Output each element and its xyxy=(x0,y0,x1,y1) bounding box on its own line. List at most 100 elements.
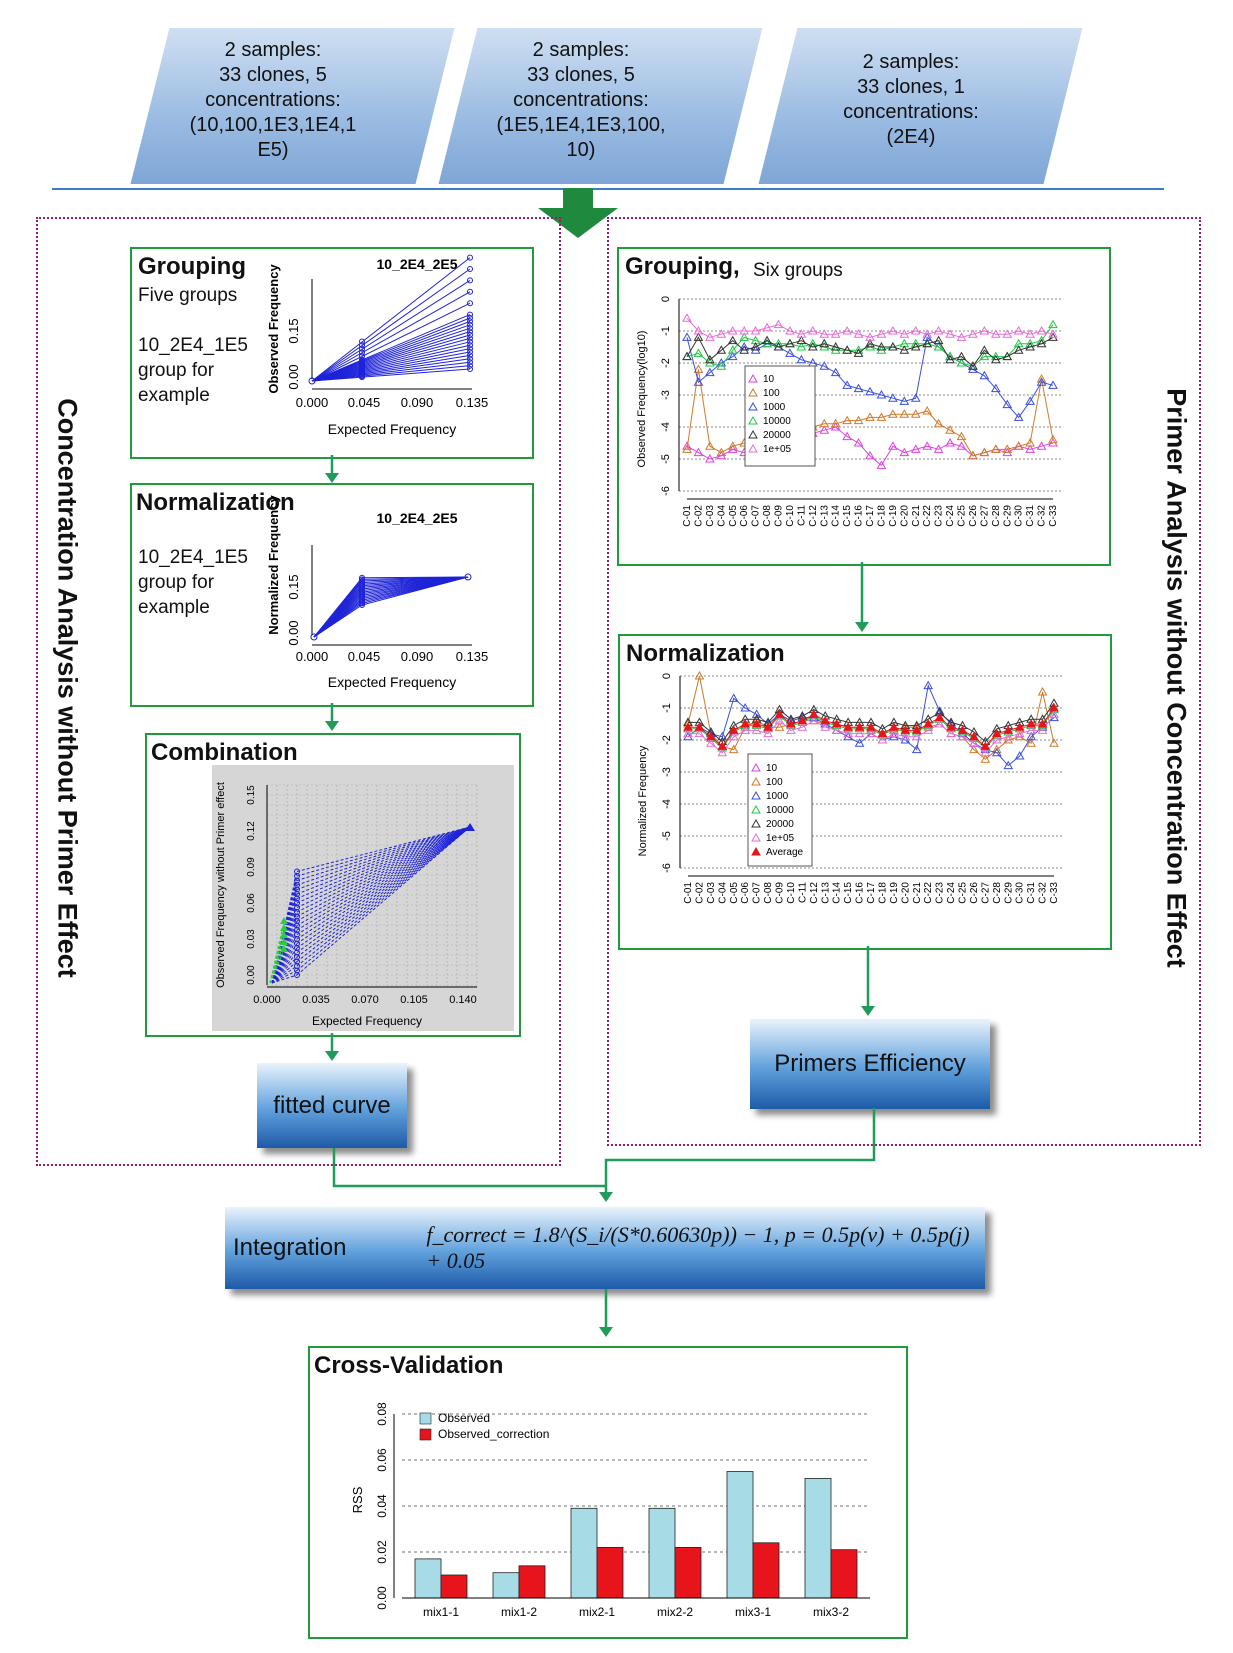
x-tick-label: C-20 xyxy=(899,505,910,527)
data-point xyxy=(843,722,853,731)
data-point xyxy=(899,396,910,405)
data-point xyxy=(877,728,888,738)
panel-note: 10_2E4_1E5 group for example xyxy=(138,547,248,618)
data-point xyxy=(762,335,772,345)
fit-line xyxy=(296,826,471,913)
data-point xyxy=(740,702,751,712)
legend-label: 100 xyxy=(766,777,783,788)
y-tick-label: 0 xyxy=(661,673,673,679)
x-tick-label: C-11 xyxy=(797,882,808,903)
data-point xyxy=(934,712,945,722)
y-tick-label: 0.08 xyxy=(375,1402,389,1426)
data-point xyxy=(716,447,727,457)
x-tick-label: C-19 xyxy=(889,882,900,904)
fit-line xyxy=(271,934,298,984)
fit-line xyxy=(311,331,471,382)
data-point xyxy=(911,725,922,734)
data-point xyxy=(716,361,727,370)
legend-label: Average xyxy=(766,847,804,858)
data-point xyxy=(980,741,991,750)
data-point xyxy=(280,931,288,938)
x-tick-label: 0.045 xyxy=(348,649,381,664)
data-point xyxy=(923,725,934,734)
data-point xyxy=(1013,345,1024,354)
data-point xyxy=(991,734,1002,744)
data-point xyxy=(773,319,784,329)
x-tick-label: C-30 xyxy=(1014,505,1025,527)
legend-label: Observed_correction xyxy=(438,1427,549,1441)
legend-marker xyxy=(751,804,761,814)
x-tick-label: C-31 xyxy=(1025,505,1036,527)
y-tick-label: 0.00 xyxy=(375,1586,389,1610)
data-point xyxy=(467,288,473,295)
data-point xyxy=(911,744,922,754)
x-tick-label: C-11 xyxy=(796,505,807,526)
bar-Observed_correction xyxy=(440,1574,468,1599)
data-point xyxy=(467,345,473,352)
arrow-down-icon xyxy=(325,455,339,483)
legend-label: 20000 xyxy=(766,819,794,830)
x-tick-label: 0.140 xyxy=(449,994,477,1006)
y-tick-label: -3 xyxy=(661,767,673,777)
x-tick-label: C-06 xyxy=(739,505,750,527)
data-point xyxy=(1037,725,1048,734)
fit-line xyxy=(313,577,363,638)
x-tick-label: C-15 xyxy=(842,505,853,527)
data-point xyxy=(1026,718,1036,728)
fit-line xyxy=(269,928,285,984)
data-point xyxy=(727,325,738,335)
data-point xyxy=(740,718,751,728)
y-axis-label: Observed Frequency xyxy=(266,264,281,394)
data-point xyxy=(910,409,921,418)
data-point xyxy=(739,325,750,335)
data-point xyxy=(899,329,910,338)
data-point xyxy=(854,722,865,731)
x-tick-label: C-17 xyxy=(865,505,876,527)
data-point xyxy=(727,441,738,450)
data-point xyxy=(910,393,921,402)
x-tick-label: C-22 xyxy=(923,882,934,904)
x-tick-label: C-24 xyxy=(945,505,956,527)
data-point xyxy=(693,325,704,335)
data-point xyxy=(785,338,795,348)
x-tick-label: C-24 xyxy=(946,882,957,904)
x-tick-label: C-25 xyxy=(958,882,969,904)
cross-validation-panel: Cross-Validation 0.00 0.02 0.04 0.06 0.08 mix… xyxy=(308,1346,908,1639)
fit-line xyxy=(296,826,471,926)
x-tick-label: C-26 xyxy=(969,882,980,904)
data-point xyxy=(763,722,773,731)
data-point xyxy=(359,338,365,345)
bar-Observed xyxy=(414,1558,442,1599)
data-point xyxy=(1014,722,1025,731)
data-point xyxy=(717,741,728,750)
data-point xyxy=(922,338,933,348)
data-point xyxy=(467,254,473,261)
data-point xyxy=(820,722,831,731)
primer-normalization-plot: 0-1-2-3-4-5-6C-01 C-02 C-03 C-04 C-05 C-06 C-0… xyxy=(637,670,1062,904)
x-tick-label: C-14 xyxy=(832,882,843,904)
data-point xyxy=(876,341,887,351)
data-point xyxy=(1025,329,1035,338)
y-tick-label: 0.03 xyxy=(246,929,257,949)
fit-line xyxy=(311,351,471,382)
legend-marker xyxy=(748,429,758,439)
data-point xyxy=(716,329,727,338)
y-tick-label: -1 xyxy=(661,703,673,713)
x-tick-label: 0.035 xyxy=(302,994,330,1006)
x-tick-label: C-27 xyxy=(980,882,991,904)
data-point xyxy=(1036,441,1047,450)
fit-line xyxy=(296,826,471,886)
data-point xyxy=(467,277,473,284)
data-point xyxy=(899,345,910,354)
data-point xyxy=(693,377,704,386)
data-point xyxy=(968,361,978,370)
y-tick-label: -4 xyxy=(660,422,672,432)
fit-line xyxy=(296,826,471,967)
x-axis-label: Expected Frequency xyxy=(328,421,456,437)
data-point xyxy=(750,325,761,335)
x-tick-label: C-32 xyxy=(1038,882,1049,904)
right-grouping-panel: Grouping, Six groups 0 -1 -2 -3 -4 -5 -6 C-01 C-… xyxy=(617,247,1111,566)
legend-marker xyxy=(748,443,758,453)
x-tick-label: C-01 xyxy=(682,505,693,527)
data-point xyxy=(467,266,473,272)
